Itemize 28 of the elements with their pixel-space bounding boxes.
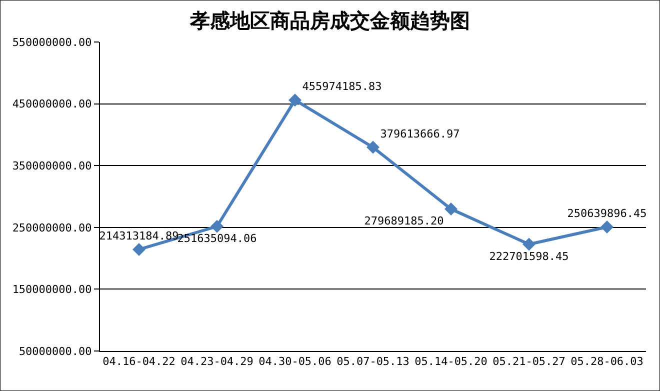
data-label: 379613666.97	[380, 127, 460, 140]
y-tick-label: 450000000.00	[12, 98, 92, 111]
x-tick-label: 05.14-05.20	[414, 355, 488, 368]
data-label: 222701598.45	[489, 250, 569, 263]
data-label: 214313184.89	[99, 229, 179, 242]
data-label: 455974185.83	[302, 80, 382, 94]
point	[522, 238, 536, 251]
x-tick-label: 04.30-05.06	[258, 355, 332, 368]
x-tick-label: 05.21-05.27	[492, 355, 566, 368]
point	[600, 220, 614, 234]
y-tick-label: 550000000.00	[12, 36, 92, 49]
point	[132, 242, 146, 256]
data-label: 251635094.06	[177, 232, 257, 245]
data-label: 279689185.20	[364, 214, 444, 228]
x-tick-label: 04.16-04.22	[102, 355, 176, 368]
chart-title: 孝感地区商品房成交金额趋势图	[189, 8, 470, 33]
y-tick-label: 250000000.00	[12, 221, 92, 234]
point	[210, 220, 224, 233]
x-tick-label: 04.23-04.29	[180, 355, 254, 368]
point	[366, 140, 380, 154]
point	[444, 202, 458, 216]
point	[288, 94, 302, 107]
y-tick-label: 350000000.00	[12, 159, 92, 172]
y-tick-label: 50000000.00	[18, 344, 92, 358]
data-label: 250639896.45	[567, 207, 647, 220]
x-tick-label: 05.07-05.13	[336, 355, 410, 368]
x-tick-label: 05.28-06.03	[570, 355, 644, 368]
y-tick-label: 150000000.00	[12, 283, 92, 296]
